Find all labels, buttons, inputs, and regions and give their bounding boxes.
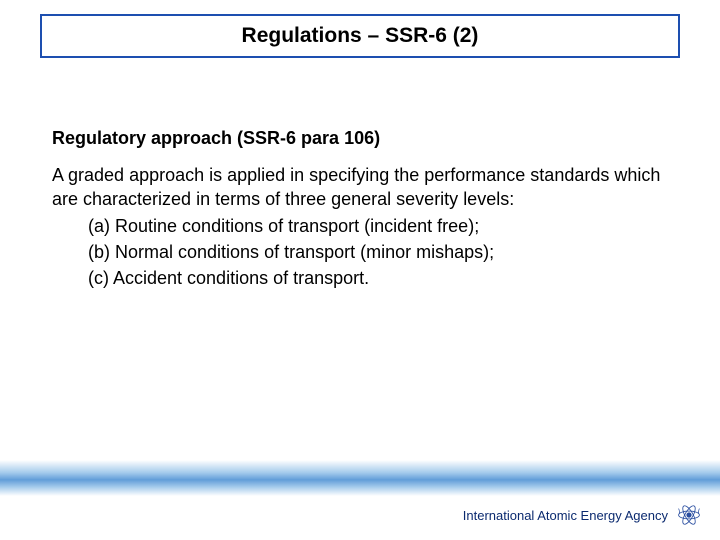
footer-org-name: International Atomic Energy Agency [463,508,668,523]
section-subtitle: Regulatory approach (SSR-6 para 106) [52,128,668,149]
content-area: Regulatory approach (SSR-6 para 106) A g… [52,128,668,292]
iaea-logo-icon [676,502,702,528]
footer: International Atomic Energy Agency [463,502,702,528]
list-item: (c) Accident conditions of transport. [52,266,668,290]
slide-title-box: Regulations – SSR-6 (2) [40,14,680,58]
list-item: (a) Routine conditions of transport (inc… [52,214,668,238]
intro-paragraph: A graded approach is applied in specifyi… [52,163,668,212]
decorative-band [0,460,720,496]
list-item: (b) Normal conditions of transport (mino… [52,240,668,264]
